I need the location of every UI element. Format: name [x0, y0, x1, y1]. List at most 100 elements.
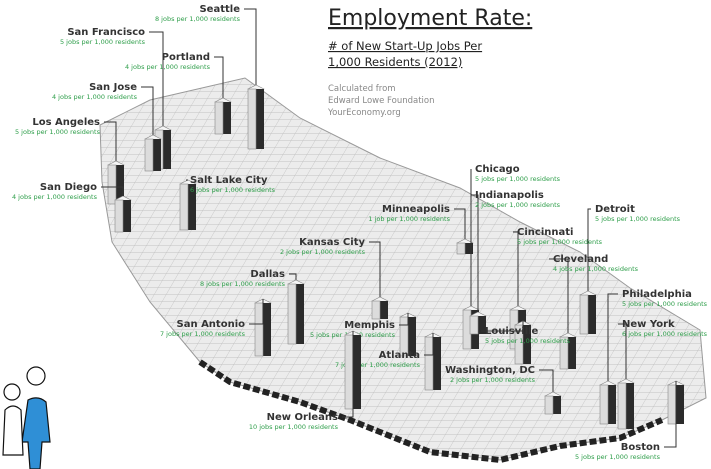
leader-line [549, 258, 569, 333]
leader-line [539, 369, 554, 392]
bar-side [371, 300, 381, 320]
city-name: San Francisco [67, 27, 145, 38]
bar [568, 337, 576, 369]
city-name: Detroit [595, 204, 635, 215]
city-value-label: 2 jobs per 1,000 residents [280, 248, 366, 256]
bar [296, 284, 304, 344]
city-name: Salt Lake City [190, 175, 268, 186]
bar-side [579, 294, 589, 335]
city-name: San Jose [89, 82, 137, 93]
city-value-label: 10 jobs per 1,000 residents [249, 423, 339, 431]
bar-side [254, 302, 264, 357]
bar [433, 337, 441, 390]
city-name: Atlanta [379, 350, 420, 361]
bar [523, 325, 531, 364]
map-edge [198, 359, 664, 464]
bar-side [617, 382, 627, 430]
bar [676, 385, 684, 424]
bar-side [247, 88, 257, 150]
bar [553, 396, 561, 414]
bar [123, 200, 131, 232]
city-name: Kansas City [299, 237, 365, 248]
leader-line [471, 194, 479, 312]
bar-side [114, 199, 124, 233]
city-name: Portland [162, 52, 210, 63]
people-illustration [2, 366, 51, 469]
city-value-label: 5 jobs per 1,000 residents [595, 215, 681, 223]
city-name: New York [622, 319, 675, 330]
leader-line [481, 321, 524, 332]
city-name: Indianapolis [475, 190, 544, 201]
city-value-label: 6 jobs per 1,000 residents [190, 186, 276, 194]
bar [478, 316, 486, 334]
bar-side [399, 316, 409, 357]
bar [608, 385, 616, 424]
city-value-label: 1 job per 1,000 residents [368, 215, 450, 223]
city-value-label: 5 jobs per 1,000 residents [575, 453, 661, 461]
bar [353, 335, 361, 409]
city-name: San Antonio [177, 319, 246, 330]
city-name: Louisville [485, 326, 539, 337]
city-name: Los Angeles [32, 117, 100, 128]
bar [588, 295, 596, 334]
bar-side [424, 336, 434, 391]
subtitle-line: 1,000 Residents (2012) [328, 55, 462, 69]
leader-line [587, 208, 591, 291]
bar [153, 139, 161, 171]
city-value-label: 5 jobs per 1,000 residents [475, 175, 561, 183]
city-value-label: 8 jobs per 1,000 residents [200, 280, 286, 288]
leader-line [289, 273, 297, 280]
bar [116, 165, 124, 204]
bar-side [107, 164, 117, 205]
city-name: Seattle [199, 4, 240, 15]
bar-side [214, 101, 224, 135]
city-name: Chicago [475, 164, 520, 175]
city-value-label: 5 jobs per 1,000 residents [60, 38, 146, 46]
city-value-label: 5 jobs per 1,000 residents [517, 238, 603, 246]
leader-line [342, 331, 354, 418]
leader-line [149, 31, 164, 126]
bar [163, 130, 171, 169]
source-line: Calculated from [328, 84, 396, 94]
leader-line [104, 121, 117, 161]
leader-line [369, 241, 381, 297]
bar-side [456, 242, 466, 255]
bar-side [544, 395, 554, 415]
bar [188, 184, 196, 230]
city-value-label: 4 jobs per 1,000 residents [125, 63, 211, 71]
bar-side [179, 183, 189, 231]
bar-side [144, 138, 154, 172]
city-value-label: 2 jobs per 1,000 residents [450, 376, 536, 384]
leader-line [424, 333, 434, 356]
source-line: YourEconomy.org [327, 108, 401, 118]
city-value-label: 5 jobs per 1,000 residents [485, 337, 571, 345]
bar-side [667, 384, 677, 425]
title: Employment Rate: [328, 6, 532, 31]
bar-side [559, 336, 569, 370]
city-name: Dallas [250, 269, 285, 280]
city-name: New Orleans [267, 412, 338, 423]
city-value-label: 4 jobs per 1,000 residents [553, 265, 639, 273]
leader-line [607, 293, 618, 381]
city-value-label: 8 jobs per 1,000 residents [155, 15, 241, 23]
city-name: Cleveland [553, 254, 608, 265]
leader-line [249, 299, 264, 325]
city-value-label: 5 jobs per 1,000 residents [15, 128, 101, 136]
leader-line [101, 186, 124, 196]
bar-side [514, 324, 524, 365]
bar [256, 89, 264, 149]
leader-line [214, 56, 224, 98]
city-value-label: 4 jobs per 1,000 residents [12, 193, 98, 201]
bar [465, 243, 473, 254]
city-name: Minneapolis [382, 204, 450, 215]
bar [408, 317, 416, 356]
leader-line [244, 8, 257, 85]
city-value-label: 7 jobs per 1,000 residents [335, 361, 421, 369]
leader-line [664, 381, 677, 448]
city-name: Washington, DC [445, 365, 535, 376]
city-name: San Diego [40, 182, 97, 193]
city-value-label: 6 jobs per 1,000 residents [622, 330, 708, 338]
leader-line [141, 86, 154, 135]
city-value-label: 2 jobs per 1,000 residents [475, 201, 561, 209]
